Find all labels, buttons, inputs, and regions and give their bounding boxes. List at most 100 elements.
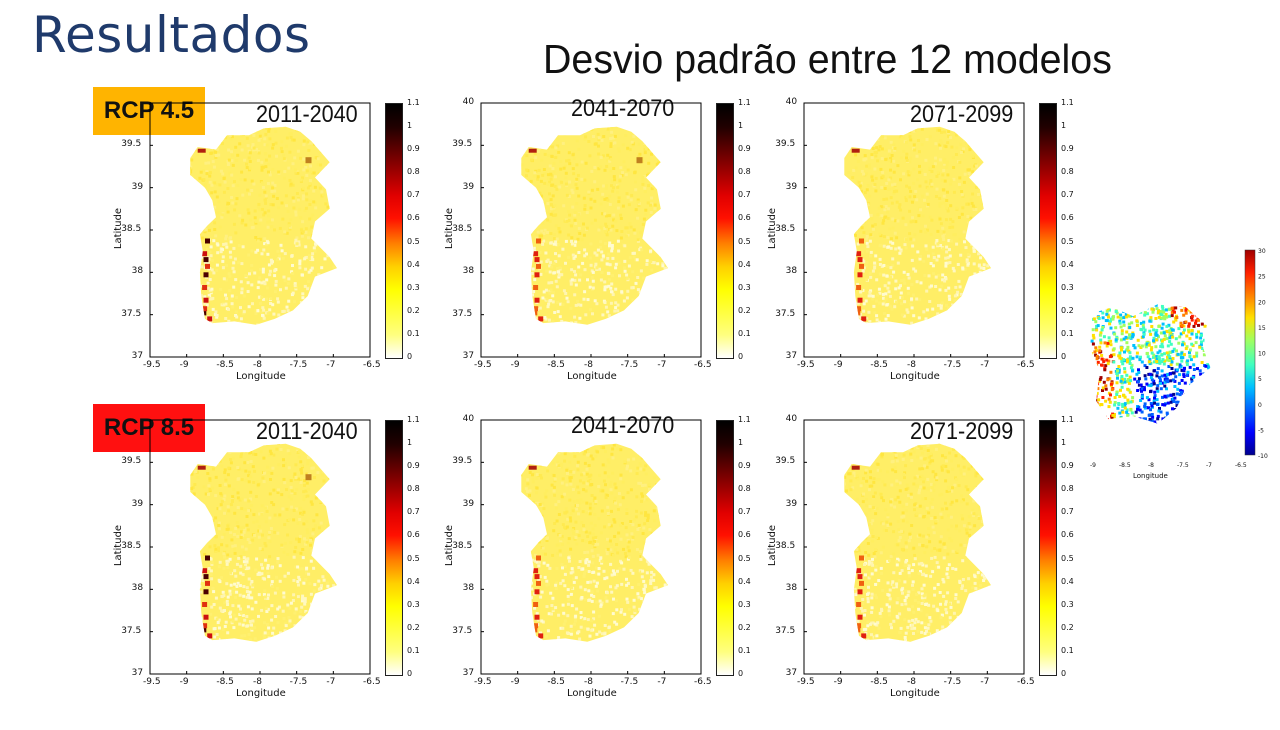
inset-x-tick-label: -8	[1148, 462, 1154, 469]
y-axis-label: Latitude	[445, 208, 454, 249]
colorbar-tick-label: 0.3	[738, 601, 751, 609]
colorbar-tick-label: 0.9	[407, 145, 420, 153]
colorbar-tick-label: 1.1	[738, 99, 751, 107]
inset-colorbar-tick-label: 15	[1258, 325, 1266, 332]
colorbar-tick-label: 0.9	[1061, 145, 1074, 153]
y-tick-label: 39.5	[775, 457, 795, 466]
inset-colorbar-tick-label: -10	[1258, 453, 1268, 460]
colorbar	[1039, 103, 1057, 359]
x-tick-label: -8	[253, 361, 262, 370]
colorbar-tick-label: 0	[738, 670, 743, 678]
colorbar-tick-label: 1.1	[407, 99, 420, 107]
y-tick-label: 39.5	[452, 140, 472, 149]
y-axis-label: Latitude	[445, 525, 454, 566]
y-tick-label: 38	[786, 584, 797, 593]
colorbar-tick-label: 0.6	[1061, 214, 1074, 222]
colorbar-tick-label: 0.4	[407, 261, 420, 269]
x-tick-label: -9	[834, 361, 843, 370]
colorbar-tick-label: 0.6	[407, 531, 420, 539]
y-tick-label: 38.5	[121, 542, 141, 551]
y-tick-label: 40	[786, 415, 797, 424]
x-tick-label: -7	[326, 361, 335, 370]
colorbar-tick-label: 1	[1061, 122, 1066, 130]
y-axis-label: Latitude	[114, 208, 123, 249]
colorbar	[385, 103, 403, 359]
x-tick-label: -8	[907, 361, 916, 370]
y-tick-label: 37	[132, 352, 143, 361]
colorbar-tick-label: 0.7	[738, 508, 751, 516]
x-tick-label: -8.5	[547, 678, 565, 687]
inset-x-tick-label: -6.5	[1235, 462, 1247, 469]
y-tick-label: 39	[463, 183, 474, 192]
y-tick-label: 37.5	[121, 627, 141, 636]
colorbar	[1039, 420, 1057, 676]
colorbar-tick-label: 0.9	[738, 145, 751, 153]
colorbar-tick-label: 0.5	[1061, 238, 1074, 246]
colorbar-tick-label: 0.9	[407, 462, 420, 470]
map-axes	[481, 420, 701, 674]
colorbar-tick-label: 0.3	[738, 284, 751, 292]
colorbar-tick-label: 0.3	[407, 284, 420, 292]
colorbar-tick-label: 0	[738, 353, 743, 361]
colorbar-tick-label: 0.7	[407, 191, 420, 199]
colorbar-tick-label: 0.9	[738, 462, 751, 470]
x-tick-label: -6.5	[363, 678, 381, 687]
y-axis-label: Latitude	[768, 525, 777, 566]
x-tick-label: -8	[253, 678, 262, 687]
y-tick-label: 37	[786, 669, 797, 678]
inset-x-axis-label: Longitude	[1133, 472, 1168, 480]
colorbar-tick-label: 1	[407, 122, 412, 130]
y-tick-label: 37.5	[121, 310, 141, 319]
x-tick-label: -9.5	[474, 361, 492, 370]
x-tick-label: -7.5	[290, 361, 308, 370]
colorbar-tick-label: 0	[1061, 670, 1066, 678]
inset-colorbar-tick-label: 10	[1258, 351, 1266, 358]
colorbar-tick-label: 0.8	[738, 168, 751, 176]
y-tick-label: 37.5	[775, 627, 795, 636]
inset-colorbar-tick-label: 5	[1258, 376, 1262, 383]
colorbar-tick-label: 0.8	[407, 168, 420, 176]
x-tick-label: -9.5	[797, 361, 815, 370]
colorbar-tick-label: 1.1	[407, 416, 420, 424]
colorbar-tick-label: 0	[407, 670, 412, 678]
x-tick-label: -7	[980, 678, 989, 687]
x-axis-label: Longitude	[567, 372, 617, 381]
colorbar-tick-label: 0.8	[738, 485, 751, 493]
y-tick-label: 39	[132, 500, 143, 509]
slide-title: Resultados	[32, 6, 311, 64]
y-tick-label: 37	[463, 669, 474, 678]
x-tick-label: -7.5	[621, 361, 639, 370]
y-tick-label: 39.5	[121, 140, 141, 149]
x-tick-label: -7.5	[944, 678, 962, 687]
map-axes	[804, 103, 1024, 357]
colorbar-tick-label: 0.1	[738, 330, 751, 338]
y-tick-label: 37.5	[452, 627, 472, 636]
y-tick-label: 39	[463, 500, 474, 509]
colorbar-tick-label: 1	[738, 439, 743, 447]
x-tick-label: -6.5	[694, 361, 712, 370]
y-tick-label: 38	[786, 267, 797, 276]
x-tick-label: -8	[907, 678, 916, 687]
colorbar-tick-label: 0.4	[738, 578, 751, 586]
y-tick-label: 39	[132, 183, 143, 192]
y-tick-label: 38.5	[775, 225, 795, 234]
colorbar	[716, 103, 734, 359]
colorbar-tick-label: 0.3	[1061, 601, 1074, 609]
x-tick-label: -6.5	[694, 678, 712, 687]
colorbar-tick-label: 0.5	[407, 555, 420, 563]
colorbar	[716, 420, 734, 676]
x-tick-label: -6.5	[1017, 361, 1035, 370]
colorbar-tick-label: 0.7	[738, 191, 751, 199]
x-tick-label: -8.5	[216, 678, 234, 687]
colorbar-tick-label: 0	[407, 353, 412, 361]
inset-colorbar-tick-label: 0	[1258, 402, 1262, 409]
colorbar-tick-label: 1.1	[1061, 416, 1074, 424]
colorbar-tick-label: 0.2	[407, 307, 420, 315]
y-tick-label: 39.5	[452, 457, 472, 466]
colorbar-tick-label: 0.4	[407, 578, 420, 586]
inset-x-tick-label: -8.5	[1119, 462, 1131, 469]
map-axes	[804, 420, 1024, 674]
